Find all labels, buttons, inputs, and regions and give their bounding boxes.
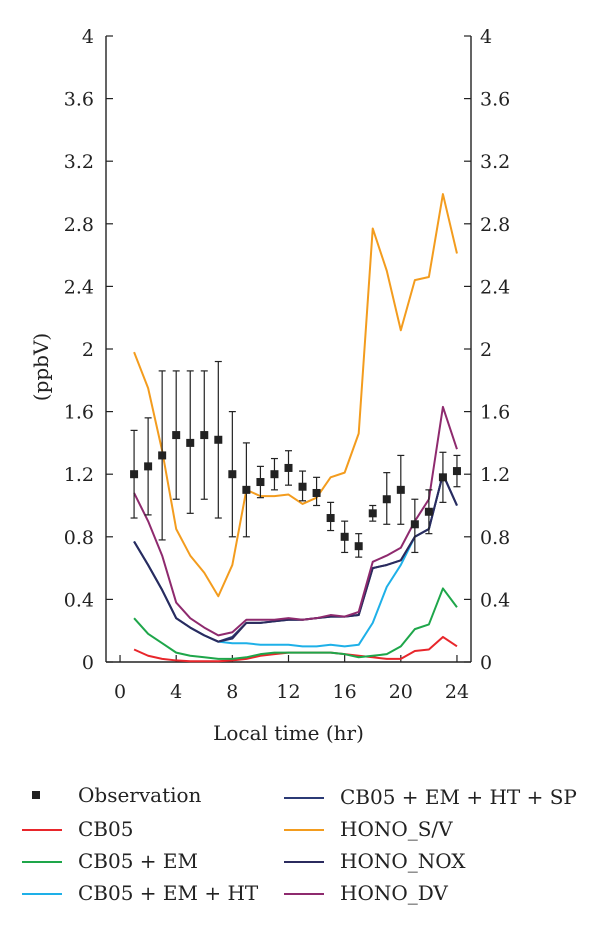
legend-label: Observation xyxy=(78,783,202,807)
legend-label: CB05 xyxy=(78,817,133,841)
observation-point xyxy=(424,507,433,516)
x-tick-label: 4 xyxy=(170,681,182,703)
x-axis-ticks: 0 4 8 12 16 20 24 xyxy=(114,655,469,703)
y-axis-left-ticks: 0 0.4 0.8 1.2 1.6 2 2.4 2.8 3.2 3.6 4 xyxy=(64,26,113,674)
series-line-cb05 xyxy=(133,635,458,663)
observation-point xyxy=(256,478,265,487)
y-tick-label-right: 3.2 xyxy=(480,151,510,173)
legend-label: HONO_DV xyxy=(340,881,448,905)
x-tick-label: 0 xyxy=(114,681,126,703)
observation-point xyxy=(382,495,391,504)
y-tick-label-left: 1.6 xyxy=(64,402,94,424)
y-tick-label-right: 0 xyxy=(480,652,492,674)
legend-label: CB05 + EM xyxy=(78,849,198,873)
series-lines xyxy=(133,193,458,663)
observation-point xyxy=(200,431,209,440)
y-tick-label-right: 0.8 xyxy=(480,527,510,549)
y-tick-label-left: 0 xyxy=(82,652,94,674)
observation-point xyxy=(186,438,195,447)
y-tick-label-left: 1.2 xyxy=(64,464,94,486)
legend-label: HONO_NOX xyxy=(340,849,466,873)
observation-point xyxy=(354,542,363,551)
observation-point xyxy=(172,431,181,440)
observation-point xyxy=(270,470,279,479)
legend-label: HONO_S/V xyxy=(340,817,453,841)
y-tick-label-left: 2.4 xyxy=(64,276,94,298)
y-tick-label-left: 4 xyxy=(82,26,94,48)
x-axis-label: Local time (hr) xyxy=(213,721,364,745)
y-tick-label-right: 1.2 xyxy=(480,464,510,486)
y-tick-label-right: 2 xyxy=(480,339,492,361)
y-tick-label-left: 0.4 xyxy=(64,589,94,611)
y-tick-label-left: 2.8 xyxy=(64,214,94,236)
observation-point xyxy=(130,470,139,479)
x-tick-label: 20 xyxy=(389,681,413,703)
observation-point xyxy=(438,473,447,482)
y-tick-label-right: 3.6 xyxy=(480,89,510,111)
x-tick-label: 8 xyxy=(226,681,238,703)
legend-label: CB05 + EM + HT + SP xyxy=(340,785,577,809)
y-tick-label-left: 0.8 xyxy=(64,527,94,549)
y-tick-label-right: 0.4 xyxy=(480,589,510,611)
observation-points xyxy=(130,360,461,558)
chart-axes xyxy=(105,36,472,663)
legend-label: CB05 + EM + HT xyxy=(78,881,259,905)
observation-point xyxy=(312,488,321,497)
y-tick-label-right: 4 xyxy=(480,26,492,48)
observation-point xyxy=(452,467,461,476)
y-tick-label-left: 3.6 xyxy=(64,89,94,111)
legend-marker-observation xyxy=(32,791,40,799)
observation-point xyxy=(284,463,293,472)
series-line-hono-dv xyxy=(133,405,458,637)
y-axis-right-ticks: 0 0.4 0.8 1.2 1.6 2 2.4 2.8 3.2 3.6 4 xyxy=(464,26,510,674)
observation-point xyxy=(158,451,167,460)
y-tick-label-right: 2.4 xyxy=(480,276,510,298)
observation-point xyxy=(368,509,377,518)
y-tick-label-right: 2.8 xyxy=(480,214,510,236)
y-axis-label: (ppbV) xyxy=(29,333,53,401)
observation-point xyxy=(410,520,419,529)
observation-point xyxy=(228,470,237,479)
observation-point xyxy=(340,532,349,541)
series-line-hono-s-v xyxy=(133,193,458,598)
x-tick-label: 12 xyxy=(276,681,300,703)
observation-point xyxy=(396,485,405,494)
chart-legend: Observation CB05 CB05 + EM CB05 + EM + HT CB… xyxy=(22,783,577,905)
observation-point xyxy=(242,485,251,494)
y-tick-label-right: 1.6 xyxy=(480,402,510,424)
observation-point xyxy=(326,514,335,523)
series-line-cb05-em xyxy=(133,587,458,660)
x-tick-label: 24 xyxy=(445,681,469,703)
y-tick-label-left: 2 xyxy=(82,339,94,361)
x-tick-label: 16 xyxy=(333,681,357,703)
y-tick-label-left: 3.2 xyxy=(64,151,94,173)
observation-point xyxy=(214,435,223,444)
observation-point xyxy=(144,462,153,471)
observation-point xyxy=(298,482,307,491)
